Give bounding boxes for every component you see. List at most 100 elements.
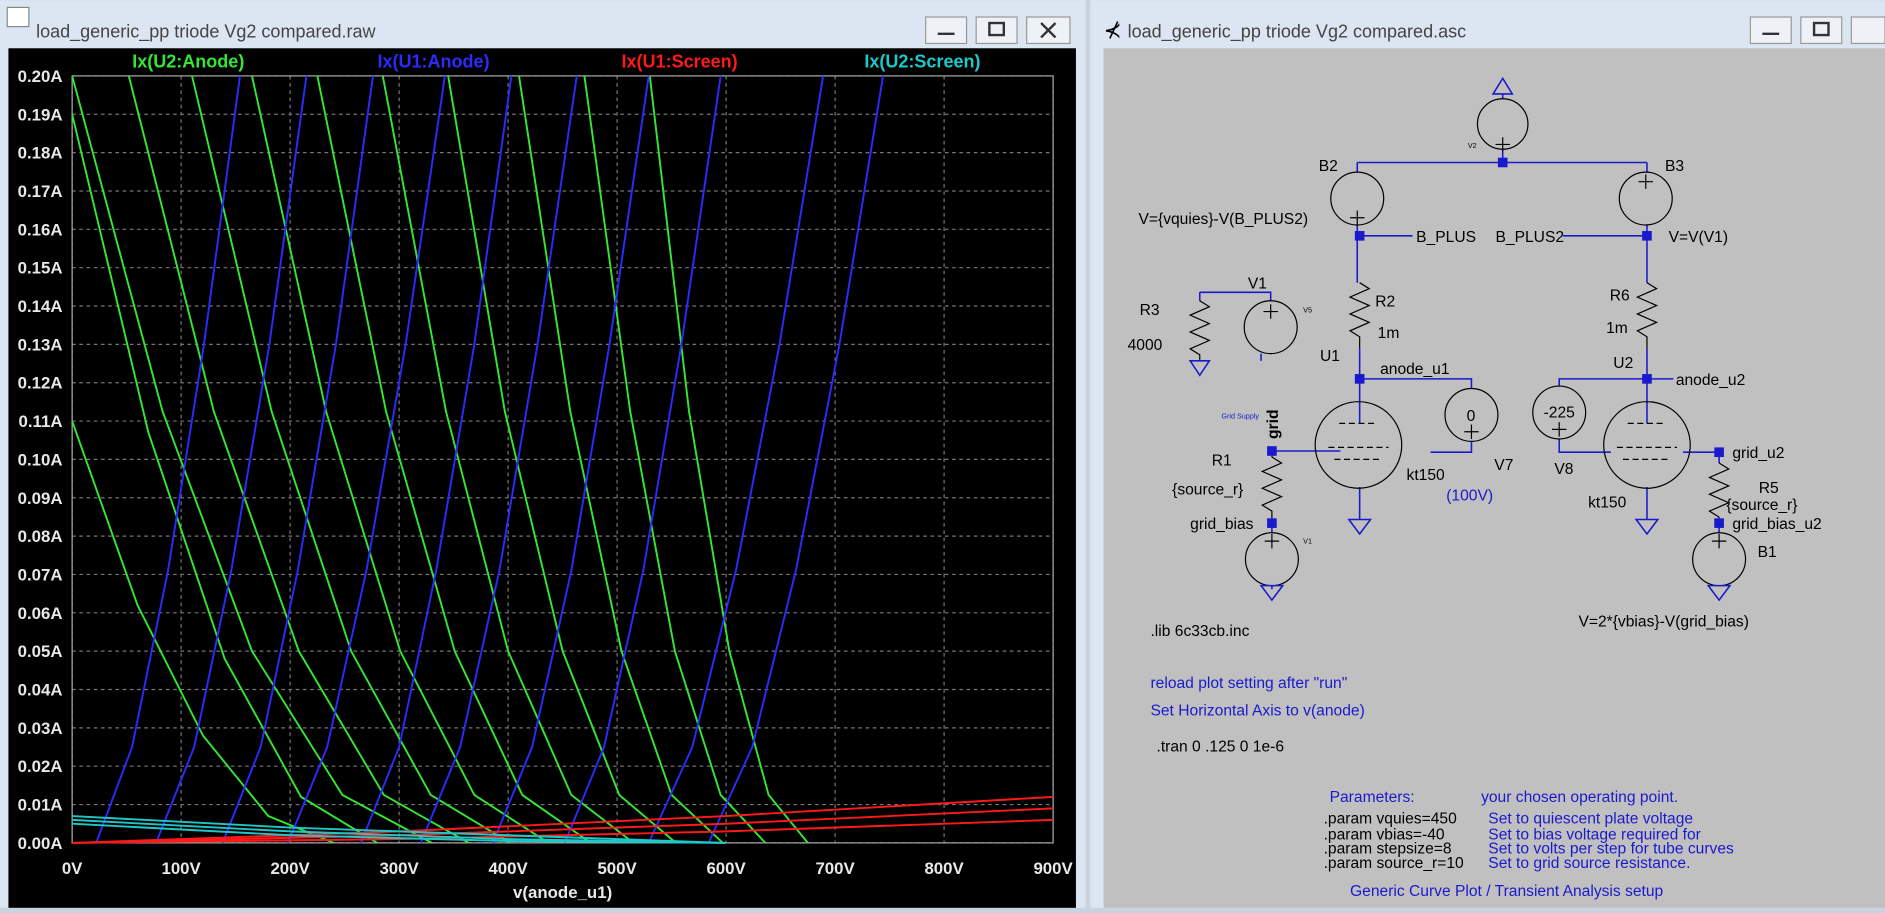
label: V={vquies}-V(B_PLUS2): [1138, 211, 1308, 228]
schematic-labels: V2 B2 B3 V={vquies}-V(B_PLUS2) B_PLUS B_…: [1128, 141, 1822, 900]
y-tick-label: 0.19A: [18, 105, 63, 124]
trace: [316, 75, 592, 844]
label: V1: [1303, 537, 1312, 546]
x-tick-label: 700V: [815, 859, 855, 878]
label: V2: [1468, 141, 1477, 150]
comment: Set to volts per step for tube curves: [1488, 841, 1734, 858]
label: (100V): [1446, 487, 1493, 504]
legend-entry: Ix(U1:Screen): [622, 52, 738, 72]
schematic-canvas: [1103, 48, 1885, 908]
trace: [71, 114, 378, 844]
window-title: load_generic_pp triode Vg2 compared.asc: [1128, 21, 1467, 42]
label: anode_u1: [1380, 361, 1449, 378]
y-tick-label: 0.10A: [18, 450, 63, 469]
x-tick-label: 500V: [597, 859, 637, 878]
trace: [447, 75, 677, 844]
comment: Set Horizontal Axis to v(anode): [1150, 702, 1364, 719]
x-tick-label: 400V: [488, 859, 528, 878]
directive: .param vbias=-40: [1324, 826, 1445, 843]
trace: [72, 795, 1054, 844]
window-controls[interactable]: [1749, 16, 1885, 45]
label: 1m: [1606, 320, 1628, 337]
schematic-symbols: [1188, 98, 1747, 602]
trace: [155, 75, 308, 844]
label: U2: [1613, 355, 1633, 372]
trace: [72, 815, 727, 844]
trace: [191, 75, 511, 844]
x-tick-label: 0V: [62, 859, 83, 878]
label: B2: [1319, 158, 1338, 175]
trace: [221, 75, 374, 844]
comment: Parameters:: [1330, 789, 1415, 806]
label: V=V(V1): [1669, 229, 1728, 246]
y-tick-label: 0.00A: [18, 834, 63, 853]
x-tick-label: 800V: [924, 859, 964, 878]
trace: [583, 75, 767, 844]
label: B3: [1665, 158, 1684, 175]
comment: reload plot setting after "run": [1150, 675, 1347, 692]
label: {source_r}: [1726, 497, 1797, 514]
y-tick-label: 0.17A: [18, 182, 63, 201]
label: anode_u2: [1676, 372, 1745, 389]
trace: [648, 75, 809, 844]
trace: [381, 75, 635, 844]
label: 0: [1467, 408, 1476, 425]
label: R2: [1375, 294, 1395, 311]
trace: [707, 75, 885, 844]
label: 1m: [1378, 325, 1400, 342]
y-tick-label: 0.09A: [18, 489, 63, 508]
plot-frame: [71, 75, 1054, 844]
comment: Set to quiescent plate voltage: [1488, 811, 1693, 828]
y-tick-label: 0.01A: [18, 796, 63, 815]
label: V1: [1248, 276, 1267, 293]
label: R6: [1610, 288, 1630, 305]
window-icon: ⊀: [1104, 17, 1122, 42]
trace: [491, 75, 650, 844]
label: kt150: [1407, 467, 1446, 484]
label: Grid Supply: [1221, 412, 1259, 421]
directive: .param vquies=450: [1324, 811, 1458, 828]
label: {source_r}: [1172, 481, 1243, 498]
trace: [71, 75, 433, 844]
y-tick-label: 0.07A: [18, 565, 63, 584]
comment: Set to grid source resistance.: [1488, 855, 1690, 872]
directive: .param stepsize=8: [1324, 841, 1452, 858]
label: V8: [1554, 461, 1573, 478]
directive: .tran 0 .125 0 1e-6: [1156, 739, 1284, 756]
comment: Set to bias voltage required for: [1488, 826, 1701, 843]
label: grid_bias_u2: [1732, 516, 1821, 533]
label: B_PLUS2: [1495, 229, 1564, 246]
y-tick-label: 0.11A: [19, 412, 63, 431]
comment: Generic Curve Plot / Transient Analysis …: [1350, 883, 1664, 900]
y-tick-label: 0.12A: [18, 374, 63, 393]
window-controls[interactable]: [925, 16, 1071, 45]
trace: [72, 807, 1054, 844]
trace: [518, 75, 724, 844]
y-tick-label: 0.20A: [18, 67, 63, 86]
y-tick-label: 0.08A: [18, 527, 63, 546]
comment: your chosen operating point.: [1481, 789, 1678, 806]
trace: [647, 75, 825, 844]
y-tick-label: 0.04A: [18, 681, 63, 700]
y-tick-label: 0.02A: [18, 757, 63, 776]
window-title: load_generic_pp triode Vg2 compared.raw: [36, 21, 376, 42]
plot-area: [8, 48, 1076, 908]
x-tick-label: 100V: [161, 859, 201, 878]
label: V=2*{vbias}-V(grid_bias): [1578, 614, 1749, 631]
trace: [72, 822, 727, 844]
legend-entry: Ix(U2:Anode): [132, 52, 244, 72]
y-tick-label: 0.05A: [18, 642, 63, 661]
label: B1: [1758, 544, 1777, 561]
y-tick-label: 0.13A: [18, 335, 63, 354]
directive: .param source_r=10: [1324, 855, 1464, 872]
label: U1: [1320, 348, 1340, 365]
legend-entry: Ix(U2:Screen): [864, 52, 980, 72]
legend-entry: Ix(U1:Anode): [377, 52, 489, 72]
trace: [127, 75, 470, 844]
directive: .lib 6c33cb.inc: [1150, 623, 1249, 640]
label: V7: [1494, 457, 1513, 474]
label: R3: [1140, 302, 1160, 319]
x-tick-label: 200V: [270, 859, 310, 878]
y-tick-label: 0.03A: [18, 719, 63, 738]
